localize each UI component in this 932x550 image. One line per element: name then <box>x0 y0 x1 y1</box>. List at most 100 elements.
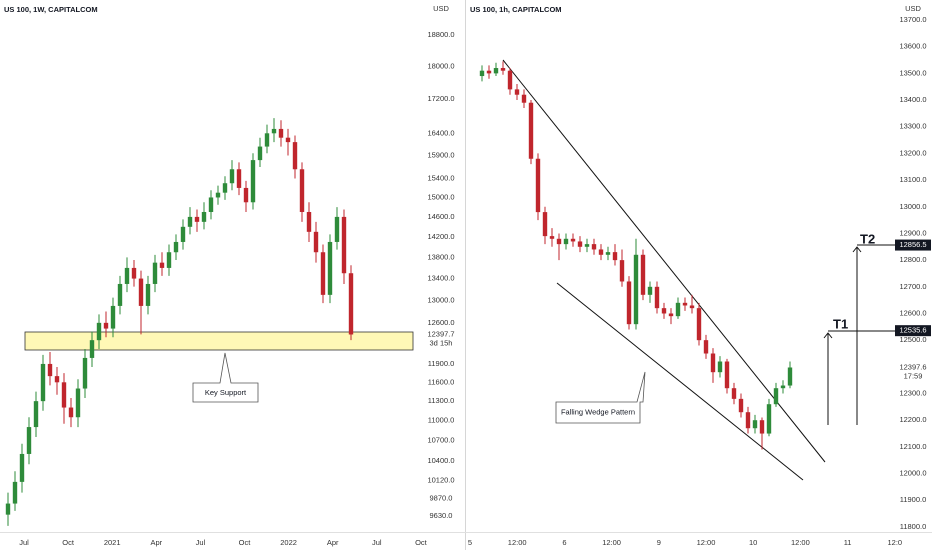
candle-body <box>264 133 270 147</box>
candle-body <box>278 128 284 138</box>
y-tick-label: 12500.0 <box>899 335 926 344</box>
y-tick-label: 13800.0 <box>427 252 454 261</box>
candle-body <box>257 146 263 161</box>
candle-body <box>703 340 709 354</box>
candle-body <box>584 244 590 247</box>
target-tag <box>895 239 931 251</box>
candle-body <box>640 254 646 295</box>
candle-body <box>222 183 228 193</box>
candle-body <box>556 238 562 245</box>
support-zone <box>24 331 414 351</box>
currency-label: USD <box>433 4 449 13</box>
countdown-label: 3d 15h <box>430 338 453 347</box>
chart-title: US 100, 1W, CAPITALCOM <box>4 5 98 14</box>
candle-body <box>12 481 18 504</box>
y-tick-label: 13200.0 <box>899 148 926 157</box>
candle-body <box>54 376 60 383</box>
candle-body <box>605 252 611 255</box>
y-tick-label: 15900.0 <box>427 151 454 160</box>
candle-body <box>598 249 604 255</box>
candle-body <box>542 212 548 237</box>
candle-body <box>570 238 576 242</box>
annotation: T2 <box>860 231 875 246</box>
candle-body <box>675 302 681 317</box>
candle-body <box>180 226 186 242</box>
y-tick-label: 13500.0 <box>899 68 926 77</box>
candle-body <box>745 412 751 429</box>
y-tick-label: 12700.0 <box>899 282 926 291</box>
last-price-label: 12397.7 <box>427 329 454 338</box>
y-tick-label: 17200.0 <box>427 94 454 103</box>
candle-body <box>306 211 312 232</box>
x-tick-label: 2022 <box>280 538 297 547</box>
x-tick-label: Oct <box>239 538 252 547</box>
candle-body <box>334 216 340 242</box>
annotation: Falling Wedge Pattern <box>561 407 635 416</box>
candle-body <box>717 361 723 373</box>
candle-body <box>250 160 256 203</box>
x-tick-label: Apr <box>150 538 162 547</box>
candle-body <box>299 169 305 212</box>
candle-body <box>215 192 221 198</box>
candle-body <box>773 388 779 405</box>
y-tick-label: 11900.0 <box>900 495 927 504</box>
candle-body <box>626 281 632 325</box>
candle-body <box>661 308 667 314</box>
y-tick-label: 15000.0 <box>427 192 454 201</box>
y-tick-label: 14600.0 <box>427 212 454 221</box>
annotation: T1 <box>833 316 848 331</box>
candle-body <box>131 267 137 279</box>
x-tick-label: Oct <box>415 538 428 547</box>
annotation: Key Support <box>205 388 247 397</box>
x-tick-label: 6 <box>562 538 566 547</box>
candle-body <box>486 70 492 74</box>
target-arrow <box>852 244 895 425</box>
candle-body <box>292 142 298 170</box>
y-tick-label: 11000.0 <box>428 415 455 424</box>
y-tick-label: 12300.0 <box>899 389 926 398</box>
y-tick-label: 11800.0 <box>900 522 927 531</box>
currency-label: USD <box>905 4 921 13</box>
candle-body <box>654 286 660 309</box>
y-tick-label: 12600.0 <box>427 318 454 327</box>
y-tick-label: 15400.0 <box>427 174 454 183</box>
candle-body <box>208 197 214 212</box>
candle-body <box>479 70 485 77</box>
x-tick-label: Apr <box>327 538 339 547</box>
candle-body <box>124 267 130 284</box>
candle-body <box>493 68 499 74</box>
candle-body <box>33 401 39 428</box>
candle-body <box>633 254 639 325</box>
y-tick-label: 14200.0 <box>427 232 454 241</box>
candle-body <box>500 68 506 71</box>
x-tick-label: Jul <box>19 538 29 547</box>
x-tick-label: 11 <box>844 538 852 547</box>
target-arrow <box>823 330 895 425</box>
candle-body <box>514 89 520 95</box>
candle-body <box>229 169 235 184</box>
y-tick-label: 13000.0 <box>427 295 454 304</box>
x-tick-label: 12:00 <box>791 538 810 547</box>
candle-body <box>724 361 730 389</box>
x-tick-label: 12:00 <box>697 538 716 547</box>
candle-body <box>61 382 67 408</box>
candle-body <box>780 385 786 389</box>
candle-body <box>138 278 144 306</box>
y-tick-label: 11900.0 <box>428 359 455 368</box>
candle-body <box>68 407 74 418</box>
x-tick-label: 12:00 <box>602 538 621 547</box>
candle-body <box>348 273 354 335</box>
candle-body <box>75 388 81 418</box>
x-tick-label: 2021 <box>104 538 121 547</box>
target-tag <box>895 325 931 337</box>
y-tick-label: 13300.0 <box>899 122 926 131</box>
candle-body <box>521 94 527 103</box>
wedge-upper <box>502 59 826 463</box>
y-tick-label: 13700.0 <box>899 15 926 24</box>
candle-body <box>320 252 326 295</box>
y-tick-label: 12600.0 <box>899 308 926 317</box>
candle-body <box>313 231 319 253</box>
callout-box <box>192 352 259 403</box>
y-tick-label: 12900.0 <box>899 228 926 237</box>
candle-body <box>577 241 583 247</box>
